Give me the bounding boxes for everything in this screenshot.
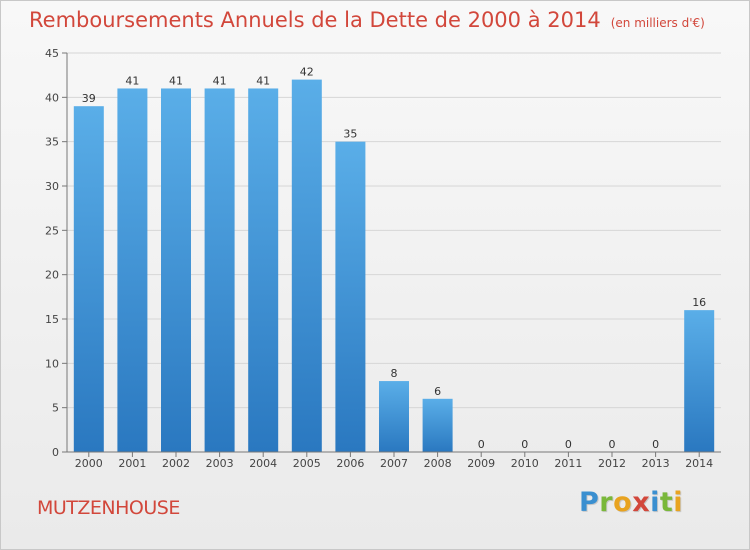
logo-letter: r [599, 487, 614, 518]
data-label-2011: 0 [565, 438, 572, 451]
data-label-2014: 16 [692, 296, 706, 309]
logo-letter: t [659, 487, 674, 518]
x-tick-label-2013: 2013 [642, 457, 670, 470]
x-tick-label-2012: 2012 [598, 457, 626, 470]
chart-title: Remboursements Annuels de la Dette de 20… [29, 8, 705, 32]
y-tick-label: 45 [45, 47, 59, 60]
data-label-2008: 6 [434, 385, 441, 398]
data-label-2001: 41 [125, 74, 139, 87]
data-label-2003: 41 [213, 74, 227, 87]
y-tick-label: 0 [52, 446, 59, 459]
data-label-2005: 42 [300, 66, 314, 79]
bar-2008 [422, 398, 453, 452]
y-tick-label: 40 [45, 91, 59, 104]
data-label-2009: 0 [478, 438, 485, 451]
y-tick-label: 35 [45, 136, 59, 149]
data-label-2004: 41 [256, 74, 270, 87]
data-label-2000: 39 [82, 92, 96, 105]
x-tick-label-2006: 2006 [336, 457, 364, 470]
y-tick-label: 20 [45, 269, 59, 282]
logo-letter: o [613, 487, 633, 518]
data-label-2013: 0 [652, 438, 659, 451]
chart-title-text: Remboursements Annuels de la Dette de 20… [29, 8, 601, 32]
x-tick-label-2004: 2004 [249, 457, 277, 470]
x-tick-label-2001: 2001 [118, 457, 146, 470]
bar-2003 [204, 88, 235, 452]
x-tick-label-2011: 2011 [554, 457, 582, 470]
x-tick-label-2003: 2003 [206, 457, 234, 470]
logo-letter: x [632, 487, 651, 518]
y-tick-label: 15 [45, 313, 59, 326]
commune-name: MUTZENHOUSE [37, 497, 180, 519]
y-tick-label: 10 [45, 357, 59, 370]
x-tick-label-2000: 2000 [75, 457, 103, 470]
data-label-2007: 8 [391, 367, 398, 380]
y-tick-label: 30 [45, 180, 59, 193]
x-tick-label-2002: 2002 [162, 457, 190, 470]
bar-2002 [161, 88, 191, 452]
bar-2006 [335, 141, 366, 452]
y-axis: 0 5 10 15 20 25 30 35 40 45 [45, 47, 68, 459]
x-axis: 2000 2001 2002 2003 2004 2005 2006 2007 2008 2009… [67, 451, 721, 470]
proxiti-logo[interactable]: Proxiti [579, 487, 683, 518]
y-tick-label: 5 [52, 402, 59, 415]
bar-2000 [73, 106, 104, 452]
data-label-2012: 0 [609, 438, 616, 451]
bar-2014 [684, 310, 715, 452]
chart-subtitle: (en milliers d'€) [610, 16, 705, 30]
x-tick-label-2014: 2014 [685, 457, 713, 470]
logo-letter: i [650, 487, 660, 518]
logo-letter: i [673, 487, 684, 518]
x-tick-label-2010: 2010 [511, 457, 539, 470]
bar-2001 [117, 88, 148, 452]
data-label-2002: 41 [169, 74, 183, 87]
bars: 39 41 41 41 41 42 35 8 6 0 0 0 0 0 16 [73, 66, 715, 452]
data-label-2006: 35 [343, 128, 357, 141]
bar-2004 [248, 88, 279, 452]
bar-2007 [379, 381, 409, 452]
x-tick-label-2008: 2008 [424, 457, 452, 470]
y-tick-label: 25 [45, 224, 59, 237]
x-tick-label-2007: 2007 [380, 457, 408, 470]
x-tick-label-2009: 2009 [467, 457, 495, 470]
data-label-2010: 0 [521, 438, 528, 451]
logo-letter: P [579, 487, 600, 518]
x-tick-label-2005: 2005 [293, 457, 321, 470]
bar-2005 [291, 79, 322, 452]
